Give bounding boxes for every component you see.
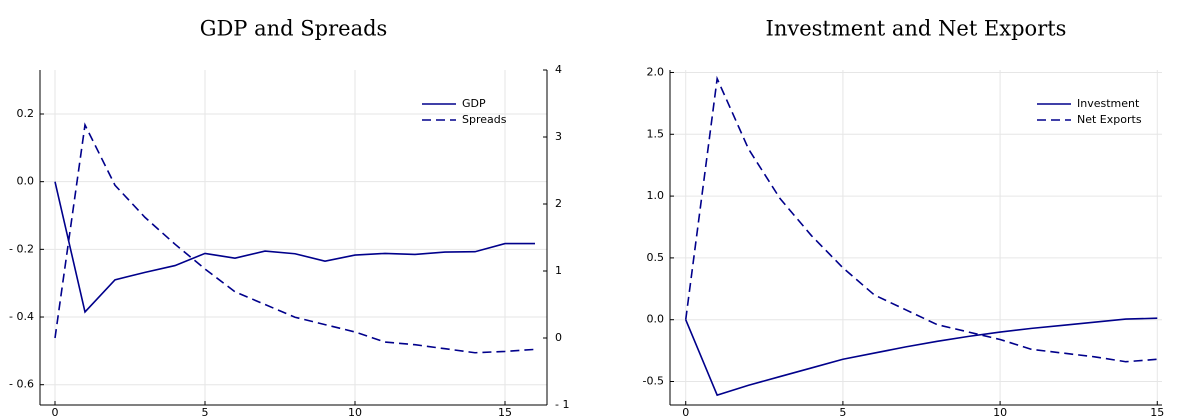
legend-label: Spreads — [462, 113, 507, 126]
x-tick-label: 0 — [682, 406, 689, 419]
legend-label: GDP — [462, 97, 486, 110]
y2-tick-label: 3 — [555, 130, 562, 143]
legend-label: Net Exports — [1077, 113, 1142, 126]
y-tick-label: - 0.2 — [9, 242, 34, 255]
y-tick-label: 0.0 — [647, 313, 665, 326]
y2-tick-label: 4 — [555, 63, 562, 76]
y2-tick-label: - 1 — [555, 398, 569, 411]
x-tick-label: 5 — [202, 406, 209, 419]
y-tick-label: 0.5 — [647, 251, 665, 264]
legend-label: Investment — [1077, 97, 1140, 110]
y-tick-label: - 0.6 — [9, 378, 34, 391]
y-tick-label: 1.0 — [647, 189, 665, 202]
x-tick-label: 15 — [498, 406, 512, 419]
x-tick-label: 10 — [348, 406, 362, 419]
y-tick-label: 0.0 — [17, 175, 35, 188]
y2-tick-label: 0 — [555, 331, 562, 344]
x-tick-label: 15 — [1150, 406, 1164, 419]
chart-title: GDP and Spreads — [200, 17, 388, 41]
y-tick-label: -0.5 — [643, 375, 664, 388]
y-tick-label: 1.5 — [647, 127, 665, 140]
series-line — [684, 75, 1158, 363]
chart-title: Investment and Net Exports — [766, 17, 1067, 41]
x-tick-label: 10 — [993, 406, 1007, 419]
y-tick-label: 2.0 — [647, 65, 665, 78]
y2-tick-label: 2 — [555, 197, 562, 210]
x-tick-label: 5 — [839, 406, 846, 419]
series-line — [54, 181, 535, 314]
y-tick-label: - 0.4 — [9, 310, 34, 323]
series-line — [54, 122, 536, 354]
x-tick-label: 0 — [52, 406, 59, 419]
y-tick-label: 0.2 — [17, 107, 35, 120]
y2-tick-label: 1 — [555, 264, 562, 277]
series-line — [684, 317, 1158, 397]
